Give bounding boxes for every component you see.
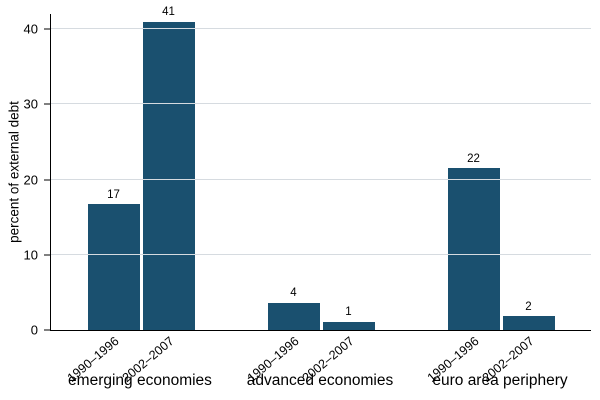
y-tick-label: 10 — [23, 247, 38, 263]
bar: 17 — [87, 189, 140, 330]
group-label: advanced economies — [246, 372, 394, 389]
y-tick-mark — [44, 329, 50, 331]
bar-value-label: 22 — [467, 152, 480, 165]
bar: 4 — [267, 288, 320, 330]
y-tick-label: 20 — [23, 172, 38, 188]
bar: 2 — [502, 301, 555, 330]
y-tick-mark — [44, 254, 50, 256]
x-ticks-row: 1990–1996 2002–2007 1990–1996 2002–2007 1990… — [50, 332, 590, 385]
gridline — [51, 28, 591, 30]
bar-value-label: 4 — [290, 287, 297, 300]
gridline — [51, 103, 591, 105]
plot-area: 17 41 4 1 22 2 — [50, 7, 591, 331]
y-tick-mark — [44, 28, 50, 30]
bar: 22 — [447, 153, 500, 330]
bar-value-label: 2 — [525, 300, 532, 313]
group-label: emerging economies — [68, 372, 212, 389]
group-labels-row: emerging economies advanced economies euro… — [50, 372, 590, 390]
bar-group: 22 2 — [411, 14, 591, 330]
y-tick-label: 30 — [23, 96, 38, 112]
group-label: euro area periphery — [432, 372, 568, 389]
x-tick-group: 1990–1996 2002–2007 — [230, 332, 410, 385]
y-axis-ticks: 0 10 20 30 40 — [0, 14, 50, 337]
bar: 1 — [322, 307, 375, 330]
y-tick-mark — [44, 103, 50, 105]
y-tick-label: 0 — [30, 322, 38, 338]
y-tick-label: 40 — [23, 21, 38, 37]
bars-row: 17 41 4 1 22 2 — [51, 7, 591, 330]
bar: 41 — [142, 7, 195, 330]
gridline — [51, 178, 591, 180]
bar-value-label: 41 — [162, 6, 175, 19]
y-tick-mark — [44, 179, 50, 181]
gridline — [51, 253, 591, 255]
x-tick-group: 1990–1996 2002–2007 — [50, 332, 230, 385]
x-tick-group: 1990–1996 2002–2007 — [410, 332, 590, 385]
bar-group: 17 41 — [51, 7, 231, 330]
bar-value-label: 1 — [345, 306, 352, 319]
bar-value-label: 17 — [107, 188, 120, 201]
